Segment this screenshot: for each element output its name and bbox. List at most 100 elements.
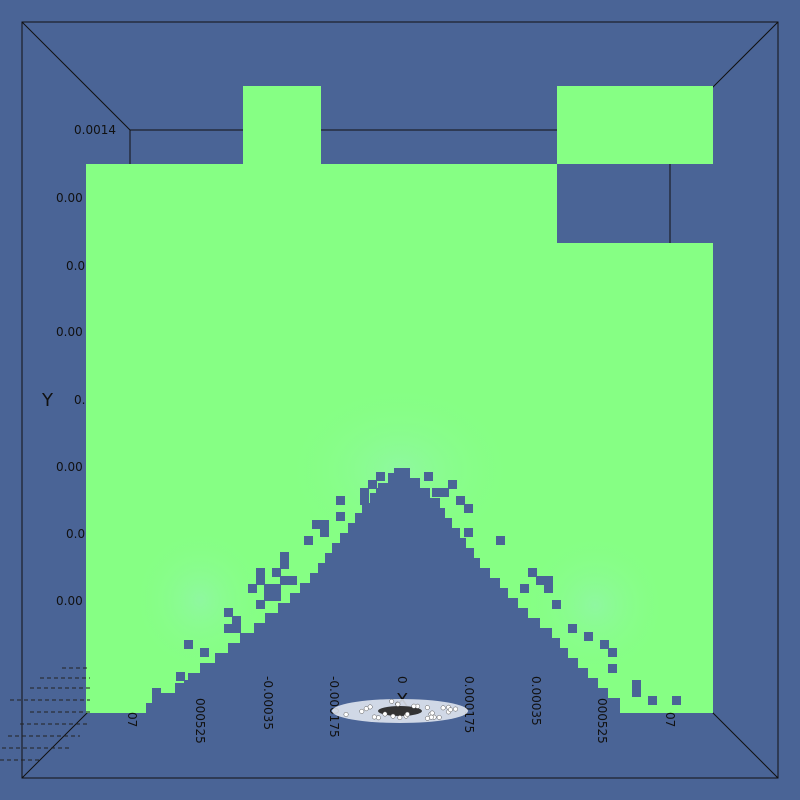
scalar-field [86,86,713,713]
x-axis: 07 000525 -0.00035 -0.000175 0 0.000175 … [125,676,677,744]
x-tick-label: 000525 [193,698,207,744]
void-pixel [424,472,433,481]
void-pixel [280,576,289,585]
void-pixel [544,576,553,585]
void-pixel [184,640,193,649]
void-pixel [464,528,473,537]
void-pixel [184,680,193,689]
y-tick-label: 0.00 [56,191,83,205]
void-pixel [288,576,297,585]
particle [363,706,369,712]
void-pixel [368,480,377,489]
particle [390,713,396,719]
void-pixel [200,648,209,657]
void-pixel [232,624,241,633]
particle [424,705,430,711]
void-pixel [152,688,161,697]
y-tick-label: 0.0 [66,527,85,541]
void-pixel [448,480,457,489]
x-tick-label: 0 [395,676,409,684]
void-pixel [520,584,529,593]
void-pixel [440,488,449,497]
void-pixel [256,576,265,585]
void-pixel [272,568,281,577]
y-axis: 0.0014 0.00 0.0 0.00 0.0 0.00 0.0 0.00 Y [41,123,116,608]
void-pixel [280,560,289,569]
void-pixel [648,696,657,705]
particle [371,714,377,720]
void-pixel [568,624,577,633]
particle [343,712,349,717]
void-pixel [360,496,369,505]
y-tick-label: 0.0 [66,259,85,273]
particle [359,708,365,714]
void-pixel [336,496,345,505]
void-pixel [608,648,617,657]
void-pixel [376,488,385,497]
void-pixel [600,640,609,649]
y-tick-label: 0.00 [56,325,83,339]
particle [397,715,403,721]
particle [440,705,446,711]
void-pixel [632,680,641,689]
x-tick-label: -0.00035 [261,676,275,730]
x-tick-label: 07 [663,712,677,727]
particle [429,710,435,716]
void-pixel [152,696,161,705]
void-pixel [320,528,329,537]
void-pixel [272,584,281,593]
particle [382,711,388,717]
void-pixel [464,504,473,513]
void-noise [152,472,681,705]
void-pixel [312,520,321,529]
particle [425,715,430,721]
axis-artifacts [0,667,90,761]
void-pixel [536,576,545,585]
void-pixel [256,568,265,577]
void-pixel [544,584,553,593]
particle [436,714,442,720]
void-pixel [336,512,345,521]
void-pixel [608,664,617,673]
void-pixel [632,688,641,697]
void-region [146,468,620,713]
y-tick-label: 0.00 [56,460,83,474]
void-pixel [272,592,281,601]
void-pixel [376,472,385,481]
particle [447,707,453,713]
void-pixel [432,488,441,497]
particle [389,698,395,704]
void-pixel [528,568,537,577]
void-pixel [672,696,681,705]
x-tick-label: 07 [125,712,139,727]
field-region-top-right [557,86,713,164]
void-pixel [320,520,329,529]
void-pixel [552,600,561,609]
void-pixel [496,536,505,545]
particle [375,715,381,721]
particle [411,703,417,709]
particle [453,706,458,712]
y-tick-label: 0.0014 [74,123,116,137]
field-glow [130,525,270,675]
void-pixel [360,488,369,497]
void-pixel [224,624,233,633]
void-pixel [304,536,313,545]
particle [395,701,401,707]
x-tick-label: 000525 [595,698,609,744]
particle [404,711,410,717]
void-pixel [176,672,185,681]
void-pixel [368,504,377,513]
void-pixel [232,616,241,625]
void-pixel [224,608,233,617]
void-pixel [584,632,593,641]
y-tick-label: 0.00 [56,594,83,608]
particle-cluster [332,698,468,723]
void-pixel [256,600,265,609]
void-pixel [264,584,273,593]
void-pixel [280,552,289,561]
x-tick-label: 0.00035 [529,676,543,726]
void-pixel [456,496,465,505]
x-tick-label: -0.000175 [327,676,341,738]
